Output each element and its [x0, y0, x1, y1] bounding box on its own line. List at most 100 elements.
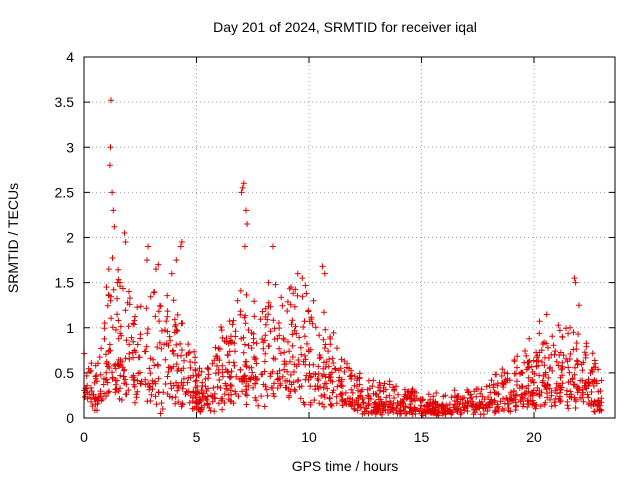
data-point [566, 393, 573, 400]
data-point [130, 338, 137, 345]
data-point [172, 323, 179, 330]
data-point [364, 386, 371, 393]
data-point [154, 344, 161, 351]
data-point [269, 385, 276, 391]
data-point [174, 311, 181, 318]
data-point [253, 397, 260, 404]
data-point [499, 380, 505, 386]
data-point [580, 398, 587, 405]
data-point [320, 336, 327, 343]
data-point [126, 356, 133, 362]
data-point [103, 369, 110, 376]
data-point [125, 323, 132, 330]
data-point [270, 355, 277, 362]
data-point [597, 406, 604, 413]
data-point [251, 313, 258, 320]
data-point [565, 330, 572, 337]
data-point [271, 336, 278, 343]
data-point [85, 365, 92, 372]
data-point [132, 313, 138, 320]
data-point [294, 292, 301, 299]
data-point [432, 398, 439, 405]
data-point [281, 366, 288, 373]
data-point [160, 389, 167, 396]
data-point [252, 373, 259, 380]
data-point [217, 346, 223, 353]
data-point [230, 400, 237, 407]
data-point [594, 403, 601, 409]
data-point [136, 354, 143, 361]
data-point [473, 402, 480, 409]
data-point [232, 328, 239, 335]
data-point [545, 374, 552, 381]
data-point [284, 308, 291, 314]
data-point [327, 341, 334, 348]
data-point [356, 374, 363, 381]
data-point [82, 393, 89, 400]
data-point [494, 404, 500, 411]
data-point [101, 320, 108, 327]
data-point [249, 369, 256, 376]
data-point [529, 369, 536, 375]
data-point [510, 388, 517, 395]
data-point [341, 398, 348, 405]
data-point [353, 397, 360, 404]
data-point [498, 373, 505, 379]
data-point [489, 401, 496, 407]
data-point [223, 339, 230, 345]
data-point [172, 394, 179, 401]
data-point [491, 397, 498, 404]
data-point [137, 380, 144, 387]
data-point [149, 377, 156, 384]
data-point [106, 341, 113, 348]
data-point [311, 397, 318, 404]
data-point [358, 404, 365, 410]
data-point [525, 382, 532, 389]
y-axis-label: SRMTID / TECUs [5, 183, 21, 293]
data-point [252, 380, 259, 387]
data-point [105, 266, 112, 273]
data-point [504, 370, 511, 377]
data-point [106, 388, 113, 395]
data-point [585, 394, 592, 401]
data-point [351, 382, 358, 389]
data-point [573, 340, 580, 346]
data-point [137, 303, 144, 310]
data-point [549, 333, 556, 340]
data-point [158, 327, 165, 334]
data-point [546, 385, 553, 392]
data-point [555, 362, 562, 369]
data-point [163, 318, 170, 325]
data-point [239, 184, 246, 191]
data-point [244, 392, 250, 399]
data-point [161, 341, 167, 348]
data-point [173, 341, 180, 348]
data-point [559, 333, 566, 340]
data-point [291, 303, 298, 310]
data-point [285, 338, 291, 345]
data-point [501, 400, 508, 407]
data-point [237, 287, 244, 294]
data-point [598, 377, 605, 384]
data-point [157, 303, 164, 310]
data-point [192, 359, 198, 366]
data-point [170, 347, 176, 354]
data-point [142, 376, 149, 383]
data-point [491, 409, 498, 416]
data-point [245, 327, 252, 333]
data-point [523, 366, 530, 373]
data-point [536, 318, 543, 325]
data-point [228, 383, 235, 389]
data-point [497, 398, 504, 405]
data-point [232, 388, 239, 395]
data-point [240, 180, 247, 187]
data-point [557, 349, 564, 356]
data-point [327, 335, 334, 342]
data-point [350, 405, 357, 412]
data-point [519, 369, 526, 376]
data-point [301, 352, 308, 359]
data-point [259, 336, 266, 342]
data-point [419, 396, 426, 403]
data-point [224, 368, 231, 375]
data-point [520, 401, 527, 408]
